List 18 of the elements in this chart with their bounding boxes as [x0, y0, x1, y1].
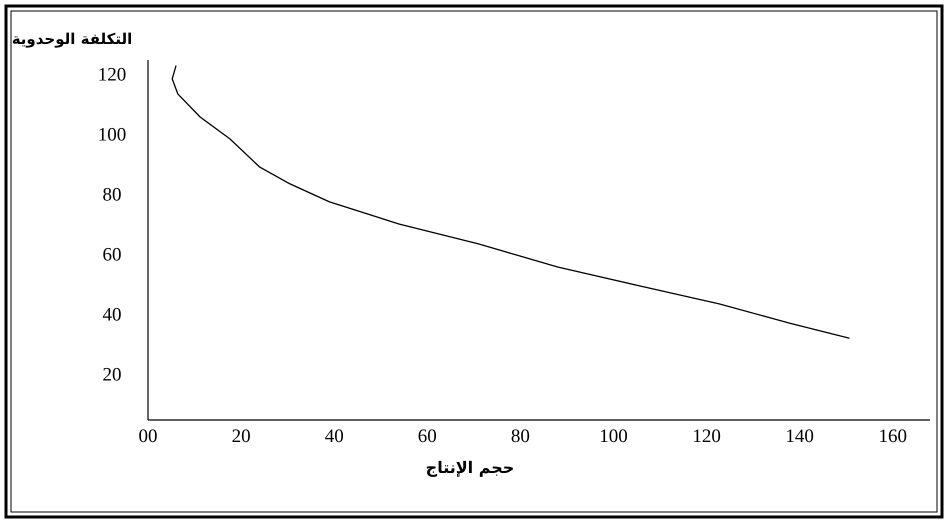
- y-tick-label: 100: [98, 124, 126, 146]
- x-tick-label: 00: [138, 426, 158, 447]
- line-series: [172, 65, 850, 339]
- x-tick-label: 100: [599, 426, 628, 447]
- y-tick-label: 60: [102, 244, 122, 266]
- x-tick-label: 80: [510, 426, 530, 447]
- y-tick-label: 120: [98, 64, 126, 86]
- x-tick-label: 140: [785, 426, 814, 447]
- y-axis-title: التكلفة الوحدوية: [12, 30, 132, 48]
- y-tick-label: 40: [102, 304, 122, 326]
- x-tick-label: 160: [878, 426, 908, 447]
- y-tick-label: 20: [102, 364, 122, 386]
- x-tick-label: 40: [324, 426, 344, 447]
- y-tick-label: 80: [102, 184, 122, 206]
- x-tick-label: 60: [418, 426, 437, 447]
- x-axis-title: حجم الإنتاج: [426, 458, 514, 477]
- x-tick-label: 120: [692, 426, 721, 447]
- x-tick-label: 20: [232, 426, 251, 447]
